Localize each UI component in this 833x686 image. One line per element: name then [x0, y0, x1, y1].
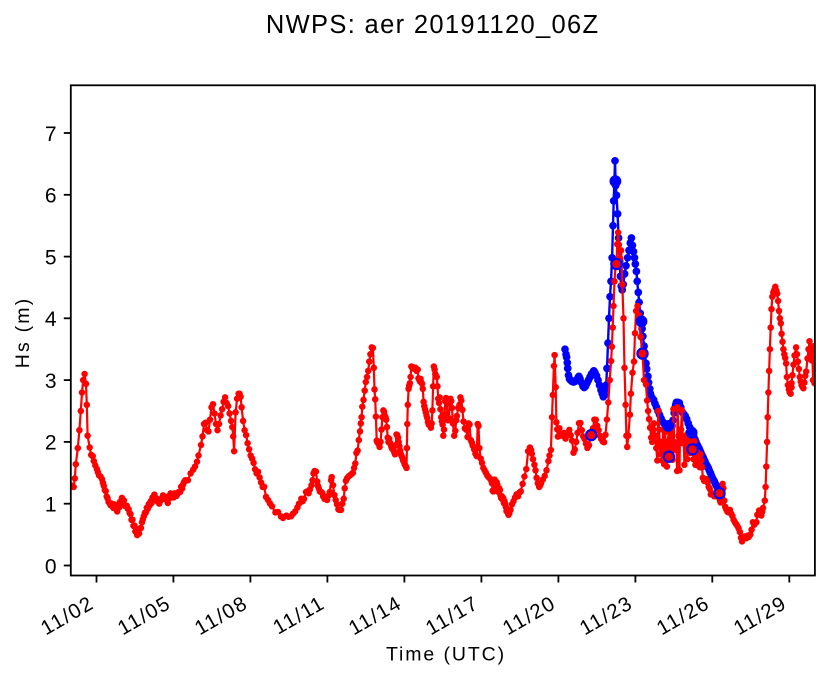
svg-text:2: 2 [45, 432, 57, 455]
svg-text:5: 5 [45, 246, 57, 269]
svg-text:7: 7 [45, 123, 57, 146]
svg-text:NWPS: aer 20191120_06Z: NWPS: aer 20191120_06Z [266, 11, 600, 39]
svg-text:3: 3 [45, 370, 57, 393]
svg-text:6: 6 [45, 185, 57, 208]
svg-text:1: 1 [45, 494, 57, 517]
svg-text:Hs (m): Hs (m) [12, 297, 34, 369]
svg-text:4: 4 [45, 308, 57, 331]
svg-text:0: 0 [45, 555, 57, 578]
svg-text:Time (UTC): Time (UTC) [386, 644, 506, 666]
